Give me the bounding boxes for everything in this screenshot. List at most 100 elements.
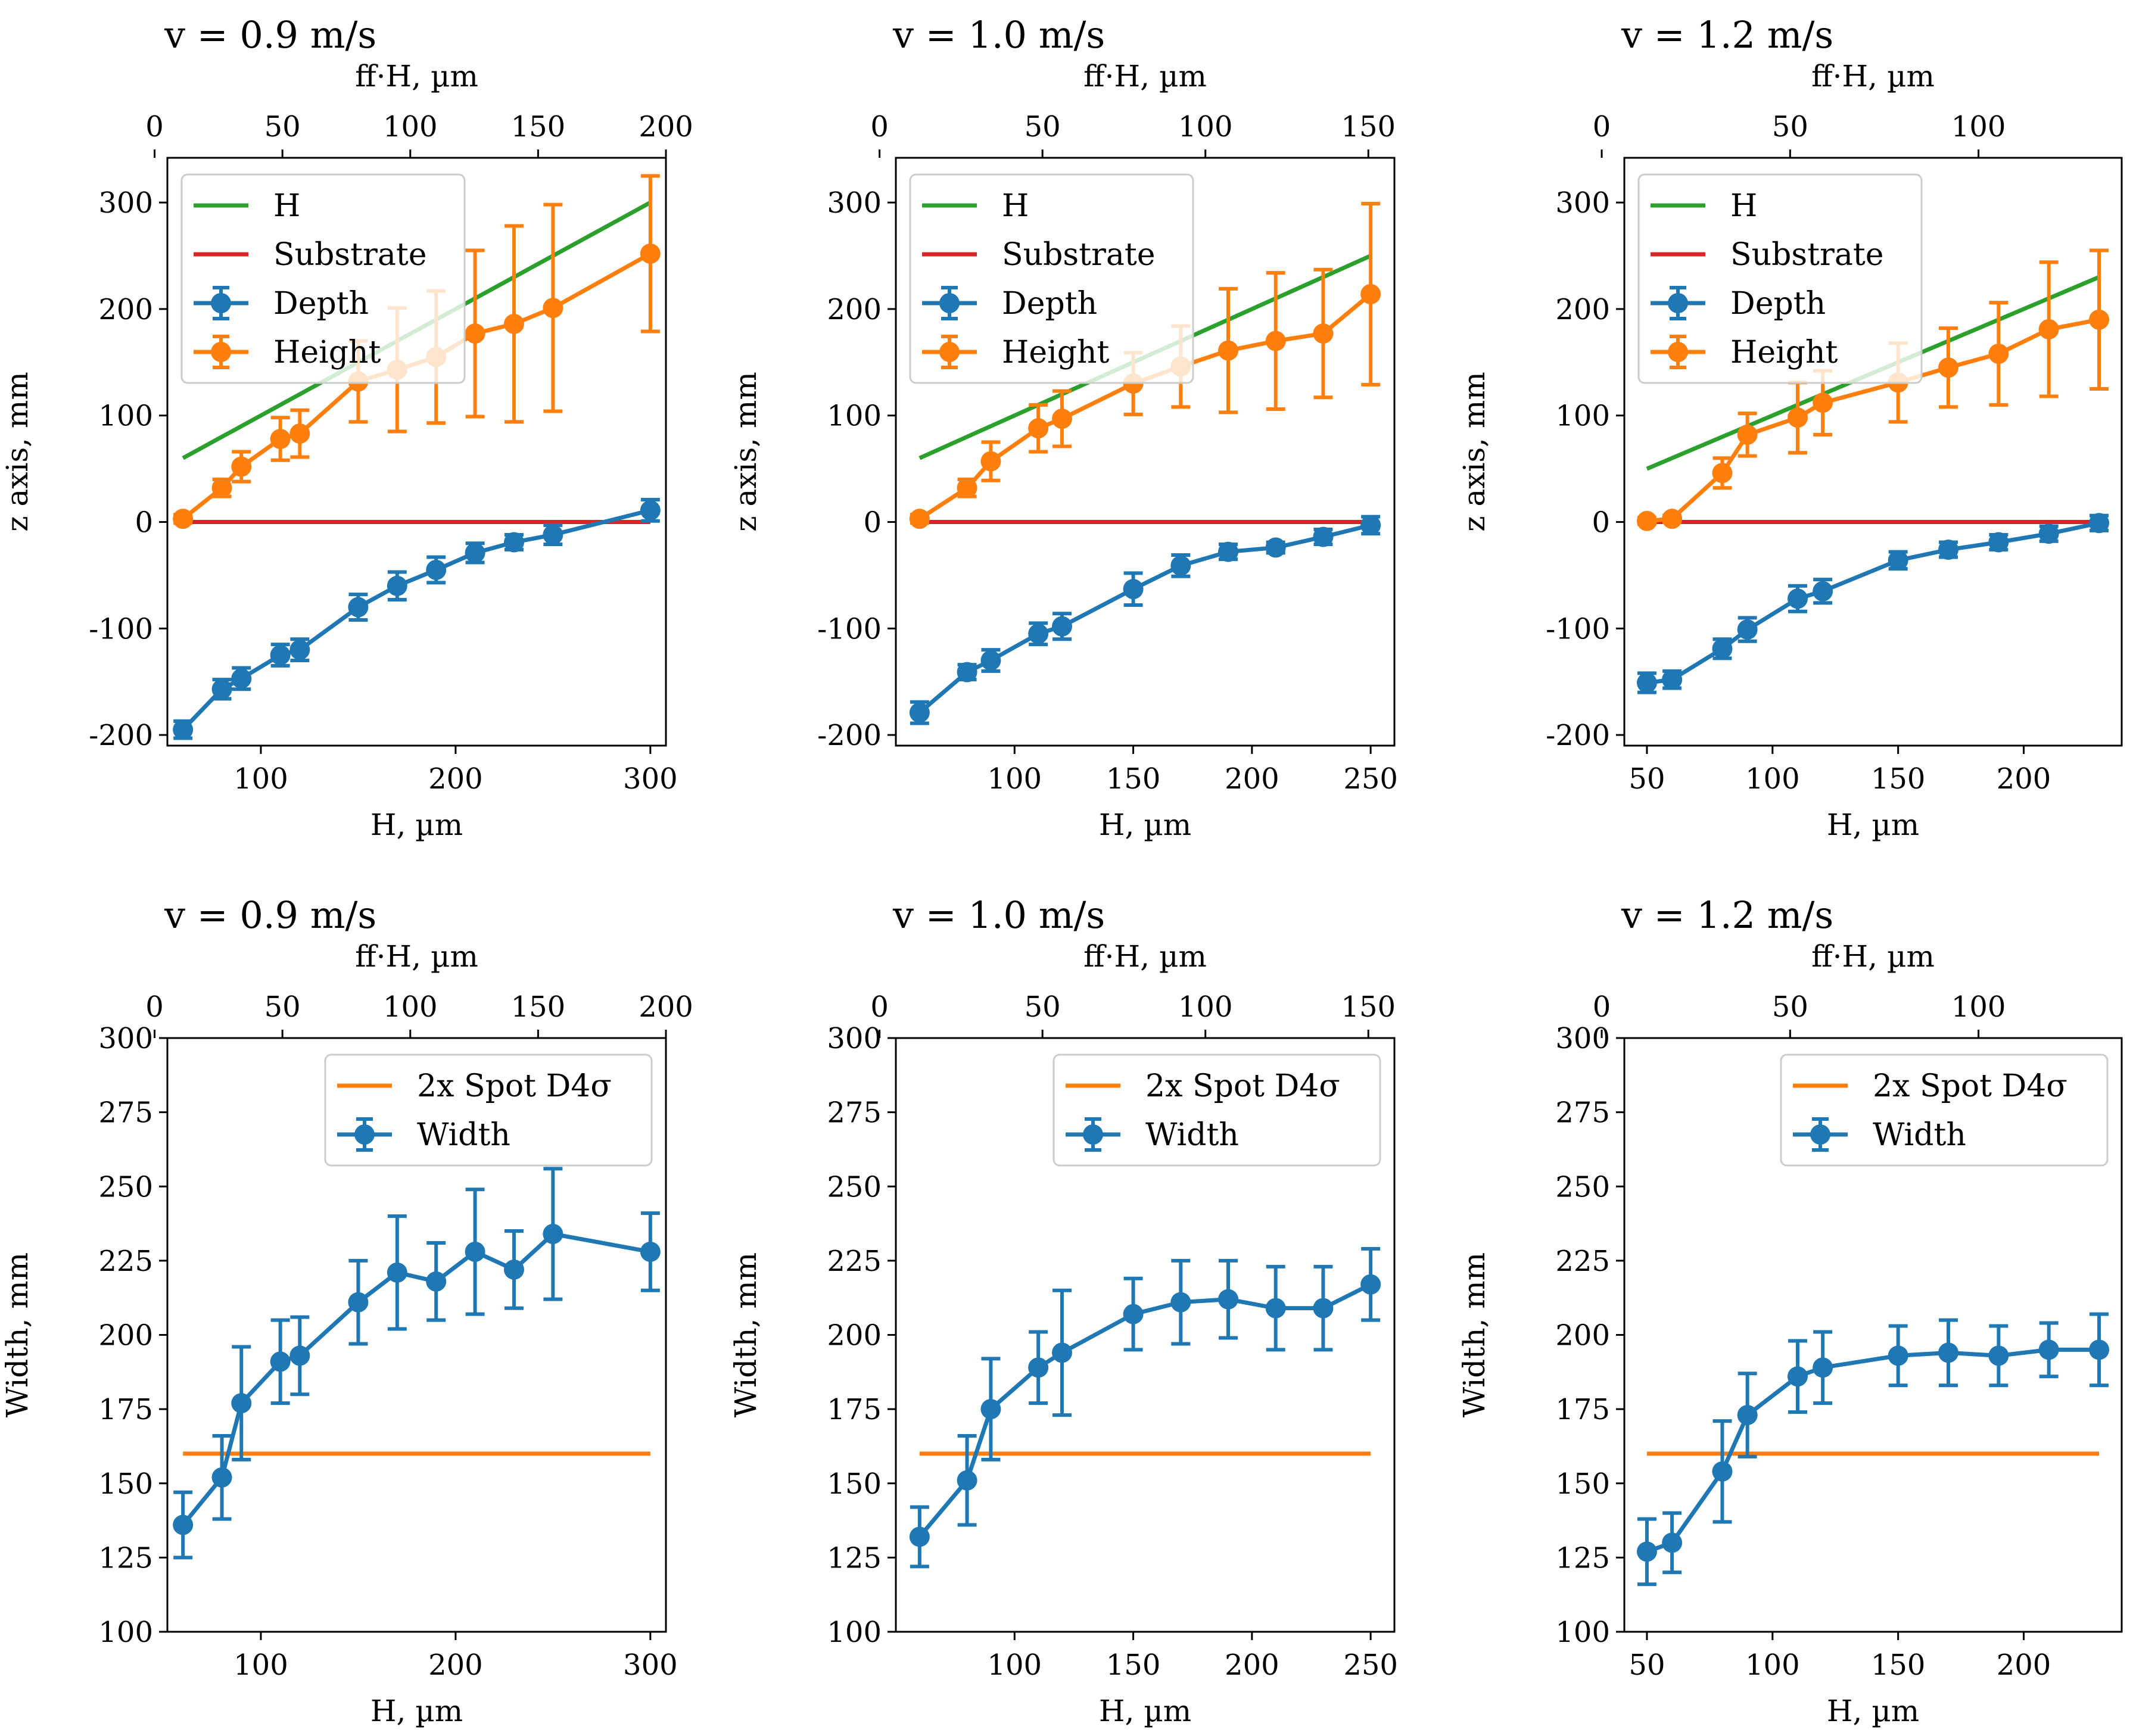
depth-point bbox=[503, 532, 524, 553]
legend-label-width: Width bbox=[417, 1117, 510, 1153]
depth-point bbox=[1218, 541, 1238, 562]
width-point bbox=[426, 1271, 447, 1292]
height-point bbox=[289, 423, 310, 444]
top-axis-label: ff·H, µm bbox=[355, 59, 478, 93]
top-tick-label: 200 bbox=[639, 110, 693, 144]
width-point bbox=[543, 1224, 563, 1245]
top-tick-label: 100 bbox=[1951, 990, 2006, 1024]
legend-label-width: Width bbox=[1873, 1117, 1966, 1153]
y-tick-label: 100 bbox=[1555, 400, 1610, 433]
depth-point bbox=[426, 559, 447, 580]
top-tick-label: 150 bbox=[511, 990, 566, 1024]
y-tick-label: -100 bbox=[89, 612, 153, 646]
depth-point bbox=[1028, 624, 1049, 644]
height-point bbox=[1028, 418, 1049, 439]
legend-label-depth: Depth bbox=[273, 286, 369, 322]
y-tick-label: 300 bbox=[827, 186, 882, 220]
width-point bbox=[1052, 1342, 1072, 1363]
panel-title: v = 1.2 m/s bbox=[1621, 893, 1833, 937]
height-point bbox=[2089, 309, 2110, 330]
y-tick-label: 275 bbox=[98, 1096, 153, 1130]
legend-label-h: H bbox=[1002, 188, 1029, 224]
y-axis-label: Width, mm bbox=[0, 1252, 35, 1417]
y-tick-label: 225 bbox=[827, 1245, 882, 1278]
top-tick-label: 100 bbox=[1178, 990, 1233, 1024]
panel-top-0.9: v = 0.9 m/sff·H, µm H, µm z axis, mm -200 -1… bbox=[0, 13, 693, 842]
x-tick-label: 150 bbox=[1106, 762, 1161, 796]
depth-point bbox=[173, 719, 194, 740]
top-tick-label: 200 bbox=[639, 990, 693, 1024]
x-tick-label: 200 bbox=[428, 762, 483, 796]
y-tick-label: 200 bbox=[98, 1319, 153, 1352]
depth-point bbox=[2089, 513, 2110, 534]
top-tick-label: 50 bbox=[264, 110, 301, 144]
x-tick-label: 100 bbox=[233, 762, 288, 796]
series-depth-line bbox=[918, 523, 1371, 715]
width-point bbox=[2038, 1339, 2059, 1360]
width-point bbox=[1938, 1342, 1959, 1363]
depth-point bbox=[387, 575, 407, 596]
legend-label-substrate: Substrate bbox=[1002, 237, 1156, 273]
panel-top-1.2: v = 1.2 m/sff·H, µm H, µm z axis, mm -200 -1… bbox=[1457, 13, 2123, 842]
depth-point bbox=[980, 650, 1001, 671]
top-tick-label: 50 bbox=[1772, 110, 1808, 144]
height-point bbox=[1636, 510, 1657, 531]
y-tick-label: 125 bbox=[1555, 1541, 1610, 1575]
panel-top-1.0: v = 1.0 m/sff·H, µm H, µm z axis, mm -200 -1… bbox=[728, 13, 1398, 842]
series-depth-line bbox=[181, 508, 651, 731]
width-point bbox=[211, 1467, 232, 1488]
depth-point bbox=[1636, 672, 1657, 693]
y-tick-label: 250 bbox=[1555, 1170, 1610, 1204]
y-tick-label: -200 bbox=[817, 719, 882, 752]
y-tick-label: 175 bbox=[827, 1393, 882, 1426]
y-tick-label: 300 bbox=[98, 1022, 153, 1055]
y-axis-label: Width, mm bbox=[728, 1252, 763, 1417]
top-tick-label: 100 bbox=[383, 990, 438, 1024]
top-tick-label: 50 bbox=[1025, 990, 1061, 1024]
width-point bbox=[1313, 1298, 1334, 1319]
x-axis-label: H, µm bbox=[370, 1694, 463, 1728]
legend-label-depth: Depth bbox=[1002, 286, 1097, 322]
height-point bbox=[1737, 424, 1758, 445]
plot-frame bbox=[895, 1037, 1396, 1633]
legend-marker bbox=[354, 1124, 375, 1145]
plot-frame bbox=[1623, 1037, 2123, 1633]
x-tick-label: 50 bbox=[1628, 762, 1665, 796]
top-tick-label: 50 bbox=[264, 990, 301, 1024]
width-point bbox=[1787, 1366, 1808, 1387]
x-tick-label: 100 bbox=[1745, 1648, 1800, 1682]
legend-marker bbox=[1083, 1124, 1103, 1145]
depth-point bbox=[1662, 669, 1683, 690]
y-tick-label: 275 bbox=[1555, 1096, 1610, 1130]
top-axis-label: ff·H, µm bbox=[355, 939, 478, 974]
depth-point bbox=[1813, 581, 1833, 601]
y-tick-label: -100 bbox=[1546, 612, 1610, 646]
y-axis-label: z axis, mm bbox=[0, 372, 35, 532]
legend-label-substrate: Substrate bbox=[1730, 237, 1884, 273]
legend: 2x Spot D4σ Width bbox=[1780, 1054, 2109, 1167]
height-point bbox=[640, 243, 661, 264]
x-tick-label: 50 bbox=[1628, 1648, 1665, 1682]
depth-point bbox=[1123, 579, 1144, 600]
x-tick-label: 150 bbox=[1871, 762, 1926, 796]
top-tick-label: 0 bbox=[145, 110, 164, 144]
x-axis-label: H, µm bbox=[1827, 808, 1919, 842]
width-point bbox=[1737, 1405, 1758, 1426]
width-point bbox=[957, 1470, 977, 1491]
y-tick-label: 100 bbox=[98, 1616, 153, 1649]
x-tick-label: 200 bbox=[1997, 762, 2051, 796]
depth-point bbox=[1360, 515, 1381, 535]
plot-frame bbox=[166, 1037, 667, 1633]
legend-box bbox=[180, 173, 466, 384]
y-axis-label: Width, mm bbox=[1457, 1252, 1491, 1417]
top-tick-label: 150 bbox=[511, 110, 566, 144]
height-point bbox=[211, 478, 232, 498]
y-tick-label: 300 bbox=[1555, 1022, 1610, 1055]
height-point bbox=[1265, 331, 1286, 351]
depth-point bbox=[1052, 616, 1072, 637]
depth-point bbox=[211, 679, 232, 700]
height-point bbox=[980, 451, 1001, 472]
y-tick-label: -100 bbox=[817, 612, 882, 646]
y-tick-label: 0 bbox=[863, 506, 882, 540]
y-tick-label: 225 bbox=[98, 1245, 153, 1278]
